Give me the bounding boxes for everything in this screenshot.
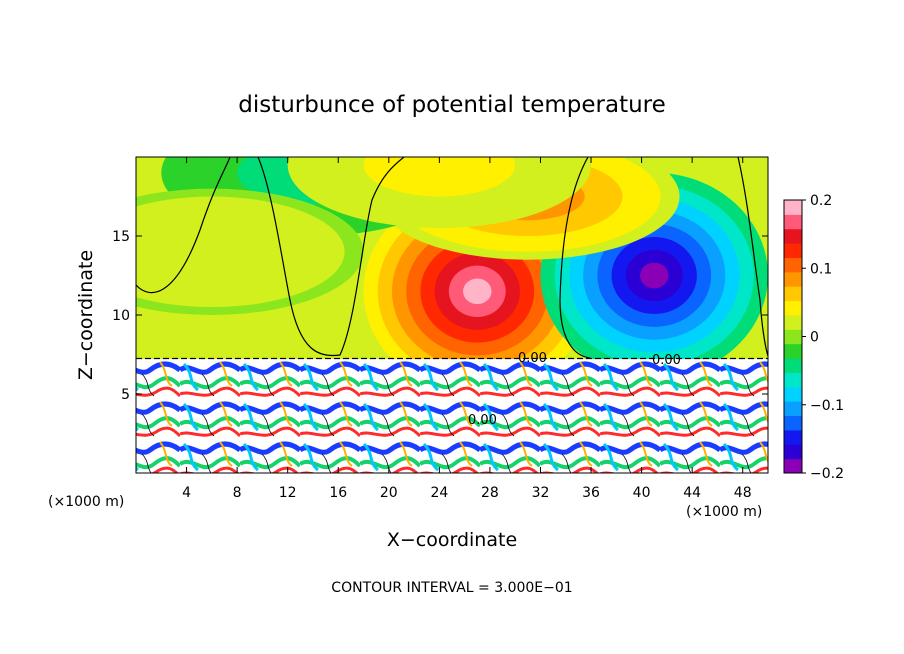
y-tick-label: 10 [112, 308, 130, 324]
x-tick-label: 48 [734, 485, 752, 501]
x-unit-label-left: (×1000 m) [48, 494, 124, 510]
x-tick-label: 28 [481, 485, 499, 501]
colorbar-swatch [784, 257, 802, 273]
plot-field [136, 157, 768, 473]
colorbar-tick-label: 0 [810, 330, 819, 346]
contour-line [257, 157, 405, 357]
colorbar-swatch [784, 271, 802, 287]
colorbar-swatch [784, 343, 802, 359]
heatmap-cell [463, 278, 492, 305]
colorbar: 0.2 0.1 0 −0.1 −0.2 [783, 193, 844, 482]
x-tick-label: 40 [633, 485, 651, 501]
turbulent-boundary-layer [136, 359, 768, 473]
colorbar-swatch [784, 300, 802, 316]
colorbar-tick-label: −0.2 [810, 466, 844, 482]
colorbar-swatch [784, 214, 802, 230]
colorbar-swatch [784, 243, 802, 258]
x-tick-label: 44 [683, 485, 701, 501]
colorbar-swatches [784, 200, 802, 474]
x-tick-label: 20 [380, 485, 398, 501]
colorbar-swatch [784, 458, 802, 474]
colorbar-swatch [784, 329, 802, 345]
colorbar-swatch [784, 386, 802, 402]
colorbar-swatch [784, 429, 802, 445]
contour-label: 0.00 [652, 353, 681, 368]
contour-label: 0.00 [468, 413, 497, 428]
x-tick-label: 4 [182, 485, 191, 501]
y-tick-label: 15 [112, 229, 130, 245]
colorbar-tick-label: 0.2 [810, 193, 832, 209]
heatmap-cell [192, 243, 231, 260]
x-tick-label: 12 [279, 485, 297, 501]
y-axis-label: Z−coordinate [75, 250, 97, 380]
colorbar-swatch [784, 415, 802, 431]
colorbar-swatch [784, 200, 802, 215]
contour-interval-note: CONTOUR INTERVAL = 3.000E−01 [331, 580, 572, 596]
x-tick-label: 36 [582, 485, 600, 501]
contour-label: 0.00 [518, 351, 547, 366]
heatmap-cell [640, 262, 669, 289]
y-tick-label: 5 [121, 387, 130, 403]
contour-line [737, 157, 768, 357]
colorbar-swatch [784, 372, 802, 388]
colorbar-swatch [784, 401, 802, 417]
x-tick-label: 24 [430, 485, 448, 501]
heatmap-cell [420, 157, 459, 173]
colorbar-swatch [784, 444, 802, 460]
contour-line [559, 157, 591, 359]
colorbar-swatch [784, 286, 802, 302]
colorbar-tick-label: 0.1 [810, 261, 832, 277]
colorbar-swatch [784, 358, 802, 373]
x-tick-label: 16 [329, 485, 347, 501]
colorbar-swatch [784, 314, 802, 330]
heatmap-layer [136, 157, 768, 473]
x-unit-label-right: (×1000 m) [686, 504, 762, 520]
colorbar-swatch [784, 228, 802, 244]
y-axis-ticks: 5 10 15 [112, 229, 768, 403]
colorbar-tick-label: −0.1 [810, 398, 844, 414]
x-axis-ticks: 4 8 12 16 20 24 28 32 36 40 44 48 [182, 157, 752, 501]
x-tick-label: 8 [233, 485, 242, 501]
x-tick-label: 32 [532, 485, 550, 501]
colorbar-ticks: 0.2 0.1 0 −0.1 −0.2 [802, 193, 844, 482]
contour-line [136, 157, 231, 294]
chart-title: disturbunce of potential temperature [238, 92, 666, 118]
x-axis-label: X−coordinate [387, 529, 517, 551]
